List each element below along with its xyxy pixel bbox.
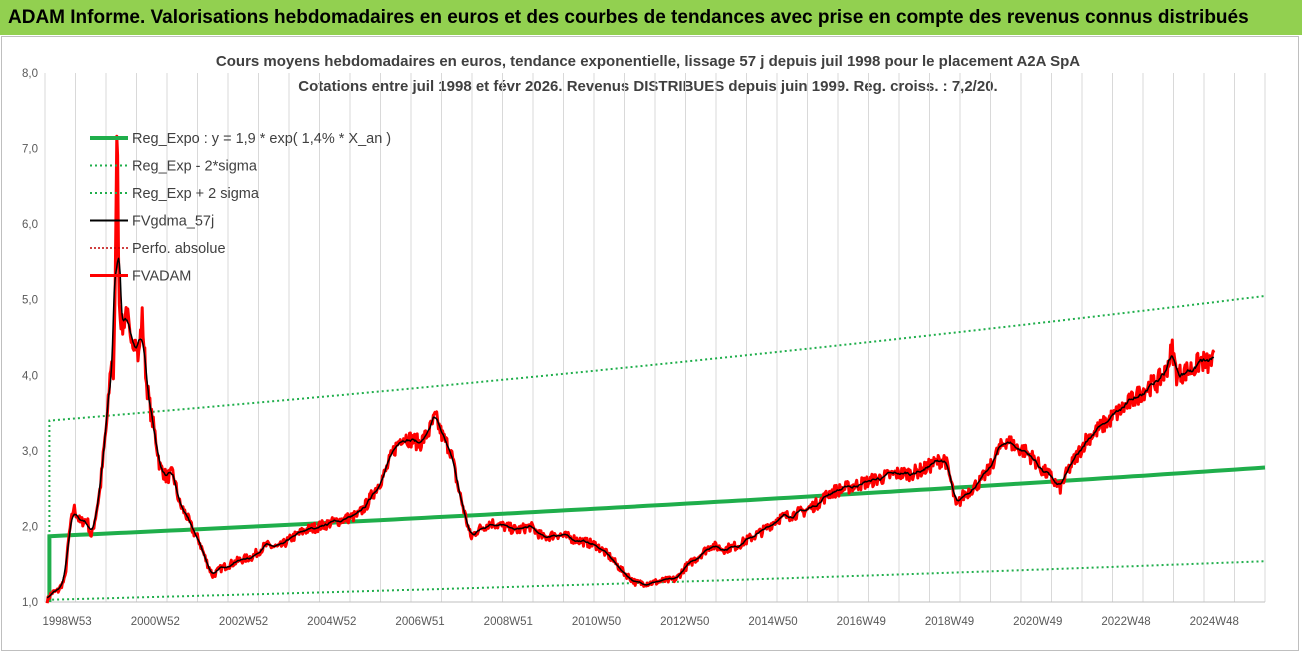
grid bbox=[44, 73, 1266, 603]
series-fvgdma-57j bbox=[46, 257, 1215, 599]
legend: Reg_Expo : y = 1,9 * exp( 1,4% * X_an ) R… bbox=[90, 131, 391, 285]
x-tick-label: 2002W52 bbox=[219, 616, 268, 628]
legend-label-fvadam: FVADAM bbox=[132, 269, 191, 285]
legend-label-plus: Reg_Exp + 2 sigma bbox=[132, 186, 260, 202]
legend-label-perfo: Perfo. absolue bbox=[132, 241, 226, 257]
x-tick-label: 2004W52 bbox=[307, 616, 356, 628]
x-axis-ticks: 1998W53 2000W52 2002W52 2004W52 2006W51 2008W… bbox=[42, 616, 1238, 628]
x-tick-label: 2020W49 bbox=[1013, 616, 1062, 628]
series-fvadam bbox=[45, 134, 1216, 604]
y-tick-label: 2,0 bbox=[22, 521, 38, 533]
x-tick-label: 2016W49 bbox=[837, 616, 886, 628]
x-tick-label: 2000W52 bbox=[131, 616, 180, 628]
chart-title-line-1: Cours moyens hebdomadaires en euros, ten… bbox=[216, 53, 1080, 70]
y-tick-label: 4,0 bbox=[22, 370, 38, 382]
x-tick-label: 2018W49 bbox=[925, 616, 974, 628]
y-axis-ticks: 1,0 2,0 3,0 4,0 5,0 6,0 7,0 8,0 bbox=[22, 68, 38, 609]
x-tick-label: 2012W50 bbox=[660, 616, 709, 628]
y-tick-label: 6,0 bbox=[22, 219, 38, 231]
x-tick-label: 2024W48 bbox=[1190, 616, 1239, 628]
x-tick-label: 2014W50 bbox=[748, 616, 797, 628]
x-tick-label: 2006W51 bbox=[395, 616, 444, 628]
x-tick-label: 2022W48 bbox=[1101, 616, 1150, 628]
x-tick-label: 2010W50 bbox=[572, 616, 621, 628]
legend-label-reg: Reg_Expo : y = 1,9 * exp( 1,4% * X_an ) bbox=[132, 131, 391, 147]
chart-title-line-2: Cotations entre juil 1998 et févr 2026. … bbox=[298, 78, 997, 95]
y-tick-label: 8,0 bbox=[22, 68, 38, 80]
legend-label-gdma: FVgdma_57j bbox=[132, 214, 214, 230]
series bbox=[45, 134, 1266, 604]
x-tick-label: 2008W51 bbox=[484, 616, 533, 628]
chart-svg: Cours moyens hebdomadaires en euros, ten… bbox=[22, 53, 1266, 628]
report-banner: ADAM Informe. Valorisations hebdomadaire… bbox=[0, 0, 1302, 35]
x-tick-label: 1998W53 bbox=[42, 616, 91, 628]
y-tick-label: 7,0 bbox=[22, 144, 38, 156]
series-reg-plus-2sigma bbox=[48, 294, 1266, 602]
y-tick-label: 3,0 bbox=[22, 446, 38, 458]
chart-area: Cours moyens hebdomadaires en euros, ten… bbox=[1, 36, 1299, 651]
y-tick-label: 5,0 bbox=[22, 295, 38, 307]
legend-label-minus: Reg_Exp - 2*sigma bbox=[132, 159, 258, 175]
y-tick-label: 1,0 bbox=[22, 597, 38, 609]
